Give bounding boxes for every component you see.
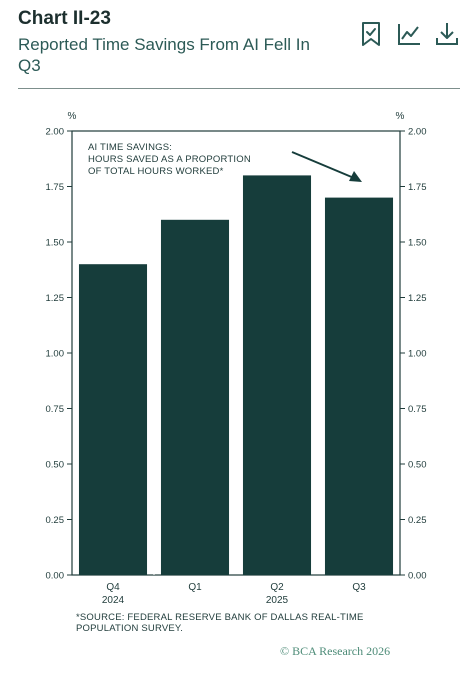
x-tick-year-label: 2025 <box>266 595 289 606</box>
y-tick-label-right: 0.25 <box>408 515 427 526</box>
x-tick-label: Q2 <box>270 582 284 593</box>
source-note: *SOURCE: FEDERAL RESERVE BANK OF DALLAS … <box>76 612 364 634</box>
y-tick-label-right: 2.00 <box>408 127 427 138</box>
y-unit-right: % <box>396 111 405 122</box>
y-tick-label-right: 0.50 <box>408 460 427 471</box>
header-divider <box>18 88 460 89</box>
annotation-arrow <box>291 151 355 179</box>
chart-header: Chart II-23 Reported Time Savings From A… <box>18 8 458 76</box>
y-tick-label-left: 1.25 <box>46 293 65 304</box>
line-chart-icon[interactable] <box>396 20 422 48</box>
y-tick-label-right: 1.00 <box>408 349 427 360</box>
y-tick-label-left: 1.75 <box>46 182 65 193</box>
y-tick-label-left: 1.50 <box>46 238 65 249</box>
y-tick-label-left: 0.25 <box>46 515 65 526</box>
y-tick-label-left: 2.00 <box>46 127 65 138</box>
bar-q2 <box>242 175 312 575</box>
annotation-arrowhead <box>349 171 362 182</box>
annotation-line: AI TIME SAVINGS: <box>88 142 172 153</box>
y-tick-label-left: 0.50 <box>46 460 65 471</box>
x-tick-label: Q1 <box>188 582 202 593</box>
bar-q3 <box>324 197 394 575</box>
y-tick-label-right: 0.75 <box>408 404 427 415</box>
annotation-line: OF TOTAL HOURS WORKED* <box>88 166 224 177</box>
x-tick-year-label: 2024 <box>102 595 125 606</box>
download-icon[interactable] <box>434 20 460 48</box>
y-tick-label-right: 1.25 <box>408 293 427 304</box>
chart-subtitle: Reported Time Savings From AI Fell In Q3 <box>18 35 310 75</box>
y-tick-label-right: 0.00 <box>408 571 427 582</box>
bar-q1 <box>160 219 230 576</box>
y-unit-left: % <box>68 111 77 122</box>
y-tick-label-right: 1.75 <box>408 182 427 193</box>
y-tick-label-left: 0.00 <box>46 571 65 582</box>
x-tick-label: Q4 <box>106 582 120 593</box>
x-tick-label: Q3 <box>352 582 366 593</box>
y-tick-label-left: 0.75 <box>46 404 65 415</box>
chart-id: Chart II-23 <box>18 8 111 29</box>
chart-actions <box>358 20 460 48</box>
bar-q4 <box>78 264 148 575</box>
bar-chart: % % 0.00 0.00 0.25 0.25 0.50 0.50 0.75 0.75 1.00 1.… <box>46 111 427 606</box>
y-tick-label-right: 1.50 <box>408 238 427 249</box>
copyright: © BCA Research 2026 <box>280 644 391 658</box>
y-tick-label-left: 1.00 <box>46 349 65 360</box>
bookmark-icon[interactable] <box>358 20 384 48</box>
annotation-line: HOURS SAVED AS A PROPORTION <box>88 154 251 165</box>
